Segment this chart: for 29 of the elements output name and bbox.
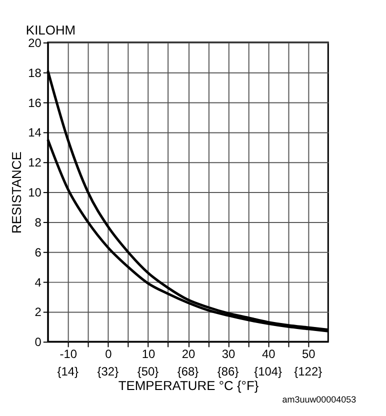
x-tick-label: 20 bbox=[182, 347, 196, 362]
x-tick-label: 50 bbox=[302, 347, 316, 362]
y-tick-label: 4 bbox=[34, 275, 42, 290]
text: KILOHM bbox=[26, 22, 76, 38]
x-axis-title: TEMPERATURE °C {°F} bbox=[118, 378, 260, 394]
text: {122} bbox=[294, 364, 322, 379]
y-tick-label: 2 bbox=[34, 305, 42, 320]
text: am3uuw00004053 bbox=[282, 394, 356, 404]
text: {86} bbox=[217, 364, 239, 379]
x-tick-label: -10 bbox=[60, 347, 78, 362]
y-tick-label: 20 bbox=[28, 36, 42, 50]
x-tick-label: 10 bbox=[142, 347, 156, 362]
y-tick-label: 8 bbox=[34, 215, 42, 230]
x-tick-label: 0 bbox=[105, 347, 112, 362]
y-tick-label: 18 bbox=[28, 66, 42, 80]
y-tick-label: 0 bbox=[34, 335, 42, 350]
text: {104} bbox=[254, 364, 282, 379]
y-tick-label: 12 bbox=[28, 156, 42, 170]
y-tick-label: 10 bbox=[28, 186, 42, 200]
text: {32} bbox=[97, 364, 119, 379]
text: {50} bbox=[137, 364, 159, 379]
y-tick-label: 6 bbox=[34, 245, 42, 260]
text: {14} bbox=[57, 364, 79, 379]
text: {68} bbox=[177, 364, 199, 379]
y-tick-label: 16 bbox=[28, 96, 42, 110]
y-tick-label: 14 bbox=[28, 126, 42, 140]
x-tick-label: 40 bbox=[262, 347, 276, 362]
y-axis-title: RESISTANCE bbox=[9, 151, 24, 234]
x-tick-label: 30 bbox=[222, 347, 236, 362]
